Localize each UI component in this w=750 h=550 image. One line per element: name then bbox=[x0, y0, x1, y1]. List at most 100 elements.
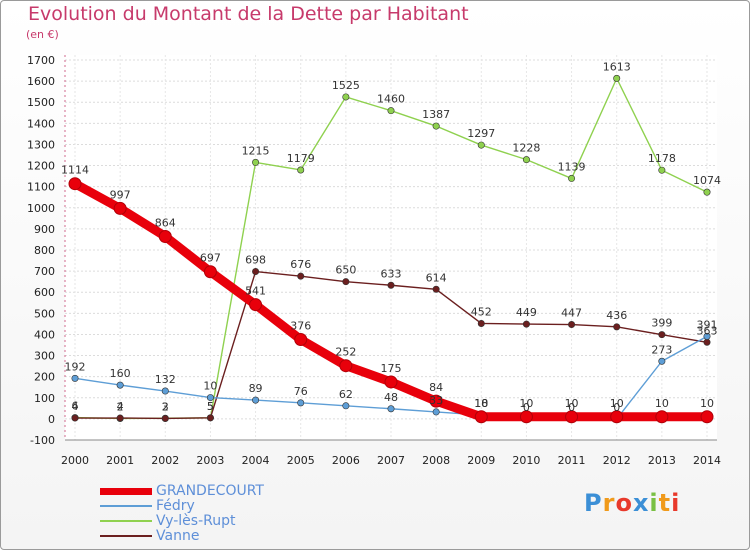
data-point-vanne bbox=[206, 414, 214, 422]
data-point-f-dry bbox=[387, 405, 395, 413]
data-point-grandecourt bbox=[294, 333, 308, 347]
data-label-grandecourt: 10 bbox=[655, 397, 669, 410]
data-label-vanne: 447 bbox=[561, 307, 582, 320]
x-tick-label: 2001 bbox=[106, 454, 134, 467]
data-point-vy-l-s-rupt bbox=[342, 93, 350, 101]
legend-swatch-grandecourt bbox=[100, 488, 152, 495]
y-tick-label: 500 bbox=[34, 307, 55, 320]
data-point-grandecourt bbox=[249, 298, 263, 312]
data-point-grandecourt bbox=[655, 410, 669, 424]
data-point-f-dry bbox=[703, 332, 711, 340]
x-tick-label: 2005 bbox=[287, 454, 315, 467]
data-point-f-dry bbox=[161, 387, 169, 395]
y-tick-label: 1400 bbox=[27, 117, 55, 130]
x-tick-label: 2002 bbox=[151, 454, 179, 467]
data-point-vanne bbox=[116, 414, 124, 422]
data-point-grandecourt bbox=[68, 177, 82, 191]
y-tick-label: 400 bbox=[34, 328, 55, 341]
data-label-vanne: 452 bbox=[471, 305, 492, 318]
data-label-f-dry: 391 bbox=[697, 318, 718, 331]
data-label-vanne: 650 bbox=[335, 264, 356, 277]
data-label-f-dry: 33 bbox=[429, 394, 443, 407]
data-point-grandecourt bbox=[429, 394, 443, 408]
x-tick-label: 2013 bbox=[648, 454, 676, 467]
legend-label-fedry: Fédry bbox=[156, 498, 195, 514]
data-label-grandecourt: 84 bbox=[429, 381, 443, 394]
y-tick-label: 1600 bbox=[27, 75, 55, 88]
data-label-vy-l-s-rupt: 6 bbox=[72, 400, 79, 413]
data-label-vanne: 399 bbox=[651, 317, 672, 330]
logo-letter: P bbox=[584, 489, 603, 517]
data-label-vanne: 363 bbox=[697, 324, 718, 337]
data-point-vy-l-s-rupt bbox=[297, 166, 305, 174]
y-tick-label: -100 bbox=[30, 434, 55, 447]
data-point-f-dry bbox=[116, 381, 124, 389]
data-label-vy-l-s-rupt: 1387 bbox=[422, 108, 450, 121]
data-point-grandecourt bbox=[203, 265, 217, 279]
logo-letter: t bbox=[658, 489, 672, 517]
y-tick-label: 900 bbox=[34, 223, 55, 236]
y-tick-label: 600 bbox=[34, 286, 55, 299]
data-point-grandecourt bbox=[610, 410, 624, 424]
data-label-grandecourt: 10 bbox=[565, 397, 579, 410]
data-point-vanne bbox=[477, 319, 485, 327]
data-point-vanne bbox=[432, 285, 440, 293]
legend-label-grandecourt: GRANDECOURT bbox=[156, 483, 264, 499]
legend-swatch-vanne bbox=[100, 535, 152, 537]
x-tick-label: 2010 bbox=[512, 454, 540, 467]
x-tick-label: 2009 bbox=[467, 454, 495, 467]
data-point-vanne bbox=[613, 323, 621, 331]
data-label-grandecourt: 541 bbox=[245, 285, 266, 298]
data-point-vanne bbox=[387, 281, 395, 289]
data-label-vanne: 436 bbox=[606, 309, 627, 322]
data-label-f-dry: 48 bbox=[384, 391, 398, 404]
data-point-f-dry bbox=[658, 357, 666, 365]
data-point-f-dry bbox=[71, 374, 79, 382]
data-label-vy-l-s-rupt: 5 bbox=[207, 400, 214, 413]
y-tick-label: 700 bbox=[34, 265, 55, 278]
data-label-grandecourt: 864 bbox=[155, 216, 176, 229]
data-point-vy-l-s-rupt bbox=[658, 166, 666, 174]
x-tick-label: 2007 bbox=[377, 454, 405, 467]
data-label-grandecourt: 697 bbox=[200, 252, 221, 265]
data-point-grandecourt bbox=[565, 410, 579, 424]
x-tick-label: 2012 bbox=[603, 454, 631, 467]
x-tick-label: 2011 bbox=[558, 454, 586, 467]
data-label-vanne: 4 bbox=[72, 400, 79, 413]
data-point-vanne bbox=[297, 272, 305, 280]
y-tick-label: 300 bbox=[34, 350, 55, 363]
data-label-f-dry: 160 bbox=[110, 367, 131, 380]
data-point-grandecourt bbox=[113, 201, 127, 215]
data-label-f-dry: 0 bbox=[523, 401, 530, 414]
data-label-vy-l-s-rupt: 1215 bbox=[242, 144, 270, 157]
data-label-f-dry: 10 bbox=[203, 380, 217, 393]
x-tick-label: 2000 bbox=[61, 454, 89, 467]
data-label-f-dry: 89 bbox=[249, 382, 263, 395]
y-tick-label: 1700 bbox=[27, 54, 55, 67]
data-label-grandecourt: 10 bbox=[474, 397, 488, 410]
data-point-grandecourt bbox=[519, 410, 533, 424]
data-point-f-dry bbox=[252, 396, 260, 404]
data-point-grandecourt bbox=[474, 410, 488, 424]
data-label-vy-l-s-rupt: 1139 bbox=[558, 160, 586, 173]
data-label-vy-l-s-rupt: 1525 bbox=[332, 79, 360, 92]
logo-letter: x bbox=[632, 489, 650, 517]
x-tick-label: 2006 bbox=[332, 454, 360, 467]
chart-title: Evolution du Montant de la Dette par Hab… bbox=[28, 3, 469, 25]
data-label-vy-l-s-rupt: 1178 bbox=[648, 152, 676, 165]
data-label-vy-l-s-rupt: 1074 bbox=[693, 174, 721, 187]
data-point-grandecourt bbox=[700, 410, 714, 424]
data-point-grandecourt bbox=[158, 229, 172, 243]
data-label-f-dry: 132 bbox=[155, 373, 176, 386]
data-label-f-dry: 76 bbox=[294, 385, 308, 398]
data-label-f-dry: 273 bbox=[651, 343, 672, 356]
data-label-vy-l-s-rupt: 1613 bbox=[603, 60, 631, 73]
data-point-vy-l-s-rupt bbox=[703, 188, 711, 196]
chart-subtitle: (en €) bbox=[26, 28, 59, 41]
data-label-vanne: 2 bbox=[162, 400, 169, 413]
y-tick-label: 0 bbox=[48, 413, 55, 426]
data-point-vanne bbox=[71, 414, 79, 422]
data-label-vanne: 5 bbox=[207, 400, 214, 413]
data-label-vanne: 4 bbox=[117, 400, 124, 413]
x-tick-label: 2003 bbox=[196, 454, 224, 467]
